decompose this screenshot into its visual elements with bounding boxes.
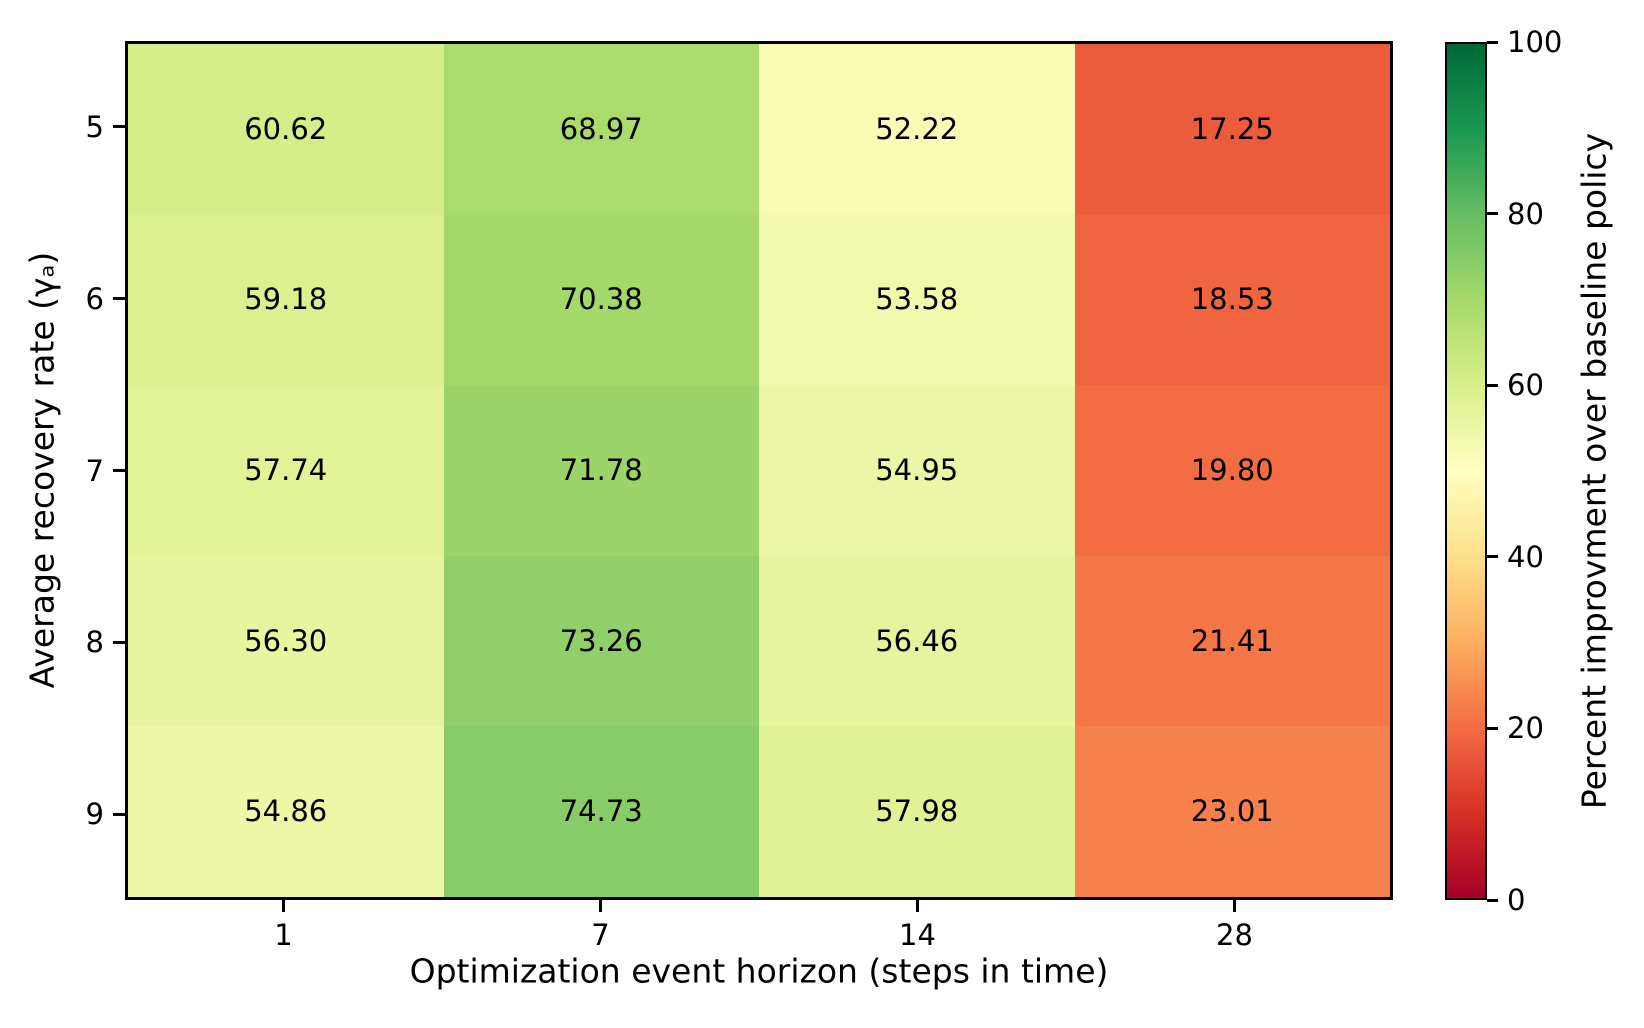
- heatmap-cell-value: 60.62: [244, 111, 328, 146]
- y-tick-label: 5: [85, 109, 104, 144]
- y-tick-mark: [113, 812, 125, 816]
- heatmap-cell: 54.86: [128, 726, 444, 897]
- heatmap-cell: 54.95: [759, 385, 1075, 556]
- colorbar-tick-label: 80: [1507, 196, 1544, 231]
- y-tick-label: 7: [85, 453, 104, 488]
- heatmap-cell-value: 68.97: [559, 111, 643, 146]
- heatmap-cell: 74.73: [443, 726, 759, 897]
- heatmap-cell: 21.41: [1074, 555, 1390, 727]
- heatmap-plot-area: 60.62 68.97 52.22 17.25 59.18 70.38 53.58 18.53…: [125, 41, 1393, 900]
- heatmap-cell-value: 21.41: [1190, 623, 1274, 658]
- heatmap-cell: 52.22: [759, 44, 1075, 215]
- heatmap-cell-value: 70.38: [559, 282, 643, 317]
- heatmap-cell: 56.46: [759, 555, 1075, 727]
- y-tick-mark: [113, 640, 125, 644]
- heatmap-cell-value: 54.95: [875, 452, 959, 487]
- heatmap-cell: 71.78: [443, 385, 759, 556]
- colorbar-tick-mark: [1487, 726, 1498, 730]
- heatmap-cell-value: 57.98: [875, 794, 959, 829]
- x-tick-label: 7: [591, 918, 610, 952]
- x-axis-label: Optimization event horizon (steps in tim…: [409, 951, 1109, 991]
- colorbar-tick-label: 20: [1507, 711, 1544, 746]
- colorbar-tick-label: 0: [1507, 883, 1526, 917]
- colorbar-gradient: [1447, 44, 1485, 898]
- heatmap-cell-value: 56.46: [875, 623, 959, 658]
- colorbar-tick-label: 40: [1507, 539, 1544, 574]
- colorbar-tick-label: 60: [1507, 368, 1544, 403]
- heatmap-cell-value: 56.30: [244, 623, 328, 658]
- heatmap-cell-value: 73.26: [559, 623, 643, 658]
- y-tick-mark: [113, 125, 125, 129]
- colorbar-tick-mark: [1487, 555, 1498, 559]
- heatmap-cell-value: 54.86: [244, 794, 328, 829]
- colorbar-tick-mark: [1487, 212, 1498, 216]
- heatmap-cell: 68.97: [443, 44, 759, 215]
- heatmap-cell: 17.25: [1074, 44, 1390, 215]
- heatmap-cell-value: 17.25: [1190, 111, 1274, 146]
- heatmap-cell: 60.62: [128, 44, 444, 215]
- y-tick-mark: [113, 469, 125, 472]
- x-tick-label: 28: [1216, 918, 1253, 952]
- colorbar-tick-mark: [1487, 383, 1498, 387]
- colorbar-tick-label: 100: [1507, 25, 1563, 59]
- heatmap-cell-value: 74.73: [559, 794, 643, 829]
- heatmap-cell: 19.80: [1074, 385, 1390, 556]
- y-tick-label: 9: [85, 797, 104, 832]
- heatmap-cell-value: 53.58: [875, 282, 959, 317]
- heatmap-cell-value: 57.74: [244, 452, 328, 487]
- heatmap-cell-value: 52.22: [875, 111, 959, 146]
- heatmap-cell: 56.30: [128, 555, 444, 727]
- heatmap-cell: 59.18: [128, 214, 444, 386]
- heatmap-cell: 57.74: [128, 385, 444, 556]
- heatmap-cell: 73.26: [443, 555, 759, 727]
- x-tick-mark: [599, 900, 602, 912]
- heatmap-cell-value: 23.01: [1190, 794, 1274, 829]
- x-tick-mark: [1233, 900, 1236, 912]
- x-tick-label: 1: [274, 918, 293, 952]
- x-tick-mark: [916, 900, 919, 912]
- heatmap-cell-value: 59.18: [244, 282, 328, 317]
- colorbar-label: Percent improvment over baseline policy: [1574, 132, 1614, 810]
- heatmap-cell: 57.98: [759, 726, 1075, 897]
- colorbar-tick-mark: [1487, 40, 1498, 44]
- colorbar-tick-mark: [1487, 898, 1498, 902]
- heatmap-cell: 53.58: [759, 214, 1075, 386]
- heatmap-cell-value: 71.78: [559, 452, 643, 487]
- y-tick-label: 6: [85, 281, 104, 316]
- y-tick-label: 8: [85, 625, 104, 660]
- heatmap-cell: 18.53: [1074, 214, 1390, 386]
- heatmap-cell: 70.38: [443, 214, 759, 386]
- colorbar: [1445, 42, 1487, 900]
- x-tick-label: 14: [899, 918, 936, 952]
- heatmap-grid: 60.62 68.97 52.22 17.25 59.18 70.38 53.58 18.53…: [128, 44, 1390, 897]
- y-tick-mark: [113, 297, 125, 301]
- x-tick-mark: [282, 900, 285, 912]
- heatmap-cell-value: 18.53: [1190, 282, 1274, 317]
- heatmap-cell: 23.01: [1074, 726, 1390, 897]
- heatmap-cell-value: 19.80: [1190, 452, 1274, 487]
